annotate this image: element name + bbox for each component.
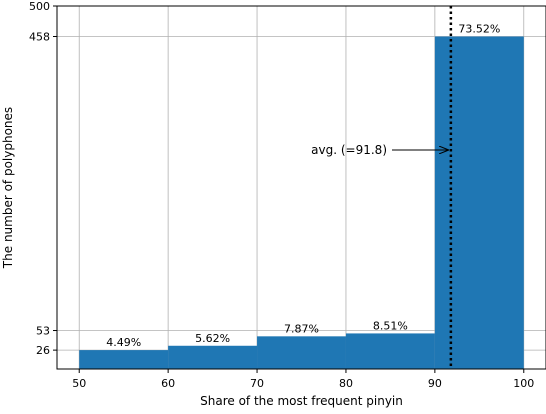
- y-tick-label: 458: [29, 30, 50, 43]
- average-label: avg. (=91.8): [311, 143, 387, 157]
- bar-percentage-label: 8.51%: [373, 319, 408, 332]
- x-axis-label: Share of the most frequent pinyin: [200, 394, 403, 408]
- histogram-bar: [257, 336, 346, 369]
- x-tick-label: 90: [428, 377, 442, 390]
- y-axis-ticks: 26 53 458 500: [29, 0, 57, 357]
- x-axis-ticks: 50 60 70 80 90 100: [72, 369, 534, 390]
- bar-percentage-label: 73.52%: [458, 22, 500, 35]
- x-tick-label: 70: [250, 377, 264, 390]
- plot-frame: [56, 5, 546, 370]
- y-tick-label: 53: [36, 325, 50, 338]
- x-tick-label: 80: [339, 377, 353, 390]
- histogram-bar: [79, 350, 169, 369]
- y-tick-label: 500: [29, 0, 50, 13]
- bar-labels: 4.49% 5.62% 7.87% 8.51% 73.52%: [106, 22, 500, 349]
- x-tick-label: 100: [513, 377, 534, 390]
- y-axis-label: The number of polyphones: [1, 107, 15, 269]
- histogram-bar: [168, 345, 258, 369]
- bars: [79, 36, 524, 369]
- x-tick-label: 60: [161, 377, 175, 390]
- y-tick-label: 26: [36, 344, 50, 357]
- histogram-bar: [434, 36, 524, 369]
- x-tick-label: 50: [72, 377, 86, 390]
- histogram-bar: [345, 333, 435, 369]
- bar-percentage-label: 7.87%: [284, 322, 319, 335]
- bar-percentage-label: 4.49%: [106, 336, 141, 349]
- bar-percentage-label: 5.62%: [195, 332, 230, 345]
- average-marker: avg. (=91.8): [311, 6, 453, 369]
